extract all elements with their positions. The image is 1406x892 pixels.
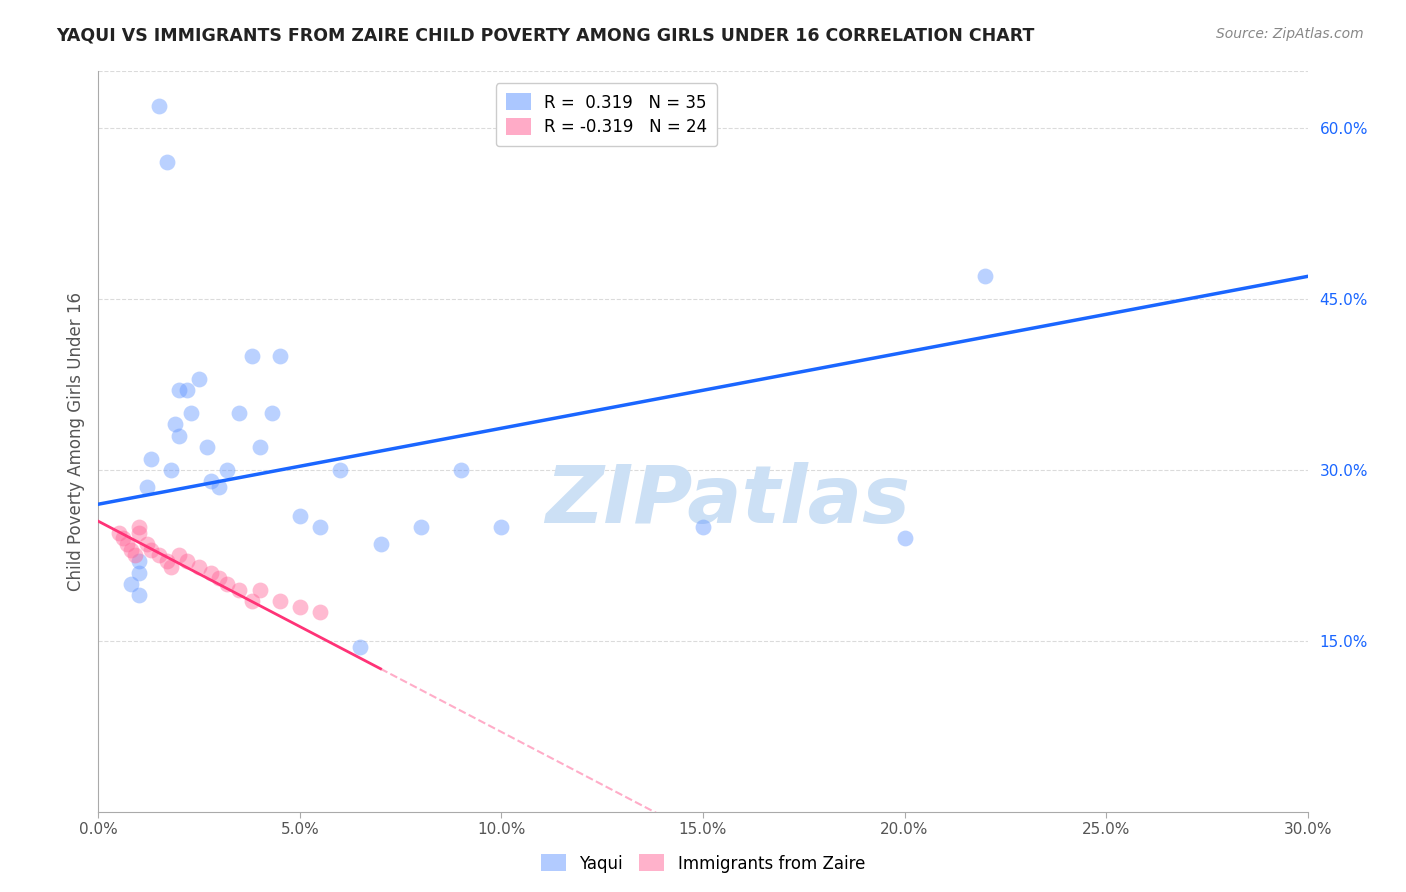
Point: [188, 372, 211, 386]
Point: [893, 532, 915, 546]
Point: [128, 588, 150, 602]
Y-axis label: Child Poverty Among Girls Under 16: Child Poverty Among Girls Under 16: [66, 292, 84, 591]
Point: [139, 542, 162, 557]
Point: [269, 349, 291, 363]
Point: [120, 542, 142, 557]
Point: [349, 640, 371, 654]
Point: [135, 537, 157, 551]
Point: [240, 349, 263, 363]
Point: [128, 520, 150, 534]
Point: [370, 537, 392, 551]
Text: Source: ZipAtlas.com: Source: ZipAtlas.com: [1216, 27, 1364, 41]
Point: [111, 532, 134, 546]
Point: [160, 463, 183, 477]
Point: [329, 463, 352, 477]
Point: [163, 417, 186, 432]
Point: [160, 559, 183, 574]
Point: [120, 577, 142, 591]
Point: [288, 599, 311, 614]
Point: [208, 480, 231, 494]
Point: [124, 549, 146, 563]
Point: [139, 451, 162, 466]
Point: [176, 554, 198, 568]
Point: [200, 566, 222, 580]
Point: [249, 582, 271, 597]
Point: [128, 525, 150, 540]
Point: [148, 549, 170, 563]
Point: [409, 520, 432, 534]
Point: [135, 480, 157, 494]
Point: [176, 384, 198, 398]
Point: [240, 594, 263, 608]
Point: [269, 594, 291, 608]
Point: [217, 463, 239, 477]
Point: [167, 384, 190, 398]
Point: [309, 520, 332, 534]
Point: [180, 406, 202, 420]
Point: [115, 537, 138, 551]
Text: ZIPatlas: ZIPatlas: [544, 462, 910, 540]
Point: [188, 559, 211, 574]
Point: [450, 463, 472, 477]
Point: [491, 520, 513, 534]
Legend: Yaqui, Immigrants from Zaire: Yaqui, Immigrants from Zaire: [534, 847, 872, 880]
Point: [208, 571, 231, 585]
Point: [107, 525, 129, 540]
Point: [195, 440, 218, 454]
Point: [167, 549, 190, 563]
Legend: R =  0.319   N = 35, R = -0.319   N = 24: R = 0.319 N = 35, R = -0.319 N = 24: [495, 83, 717, 146]
Point: [309, 606, 332, 620]
Point: [288, 508, 311, 523]
Point: [228, 406, 250, 420]
Point: [974, 269, 997, 284]
Point: [260, 406, 283, 420]
Point: [167, 429, 190, 443]
Point: [156, 554, 179, 568]
Point: [217, 577, 239, 591]
Point: [156, 155, 179, 169]
Point: [128, 554, 150, 568]
Point: [200, 475, 222, 489]
Point: [692, 520, 714, 534]
Text: YAQUI VS IMMIGRANTS FROM ZAIRE CHILD POVERTY AMONG GIRLS UNDER 16 CORRELATION CH: YAQUI VS IMMIGRANTS FROM ZAIRE CHILD POV…: [56, 27, 1035, 45]
Point: [148, 98, 170, 112]
Point: [228, 582, 250, 597]
Point: [128, 566, 150, 580]
Point: [249, 440, 271, 454]
